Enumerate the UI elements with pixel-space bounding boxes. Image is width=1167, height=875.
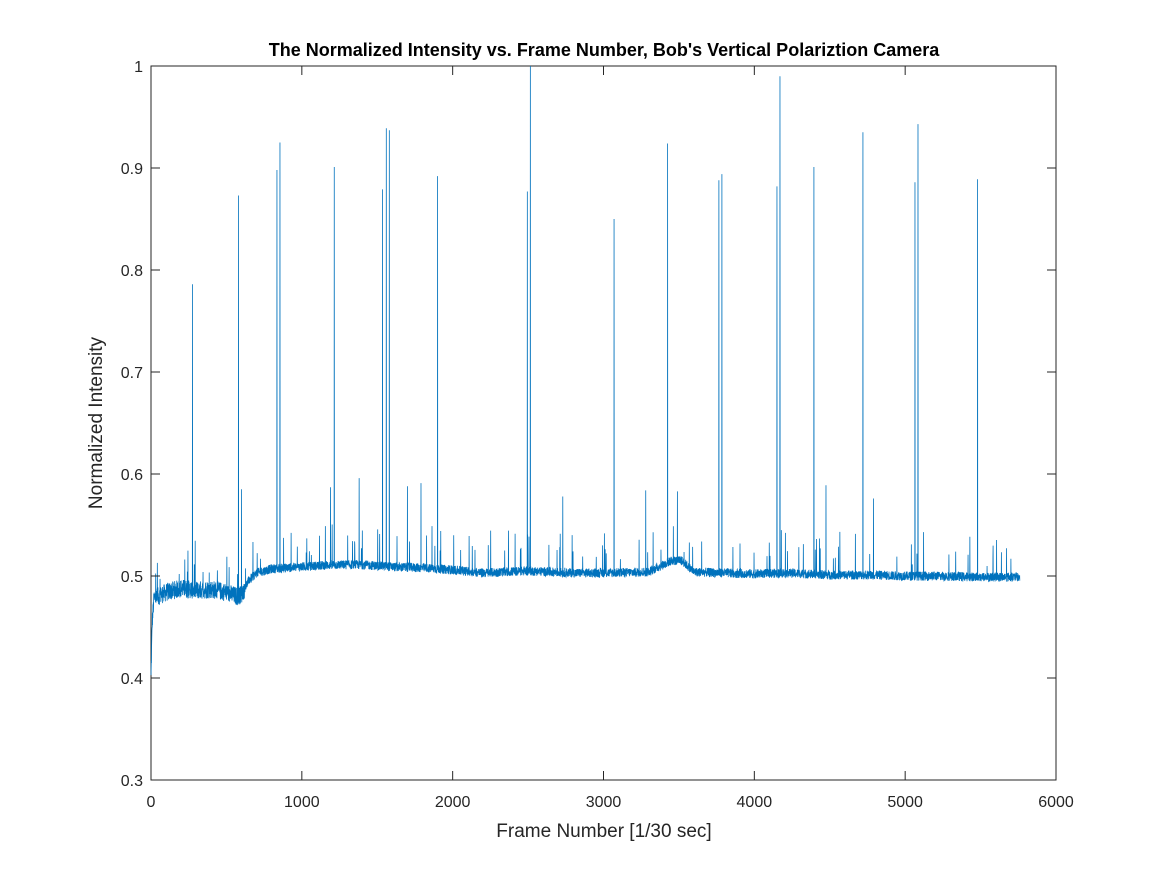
tick-marks [150,65,1057,781]
x-axis-label: Frame Number [1/30 sec] [496,821,711,842]
x-tick-label: 6000 [1038,794,1074,811]
chart-title: The Normalized Intensity vs. Frame Numbe… [269,40,940,60]
y-axis-tick-labels: 0.3 0.4 0.5 0.6 0.7 0.8 0.9 1 [121,59,143,790]
y-tick-label: 0.4 [121,671,143,688]
y-tick-label: 0.3 [121,773,143,790]
y-tick-label: 0.5 [121,569,143,586]
y-tick-label: 1 [134,59,143,76]
y-axis-label: Normalized Intensity [86,336,107,509]
intensity-series-line [150,65,1021,676]
x-tick-label: 1000 [284,794,320,811]
axes-box [150,65,1057,781]
x-tick-label: 2000 [435,794,471,811]
plot-area [150,65,1057,781]
x-tick-label: 4000 [737,794,773,811]
data-series-layer [150,65,1021,676]
x-tick-label: 0 [147,794,156,811]
y-tick-label: 0.7 [121,365,143,382]
x-tick-label: 5000 [887,794,923,811]
x-axis-tick-labels: 0 1000 2000 3000 4000 5000 6000 [147,794,1074,811]
x-tick-label: 3000 [586,794,622,811]
y-tick-label: 0.8 [121,263,143,280]
y-tick-label: 0.9 [121,161,143,178]
y-tick-label: 0.6 [121,467,143,484]
